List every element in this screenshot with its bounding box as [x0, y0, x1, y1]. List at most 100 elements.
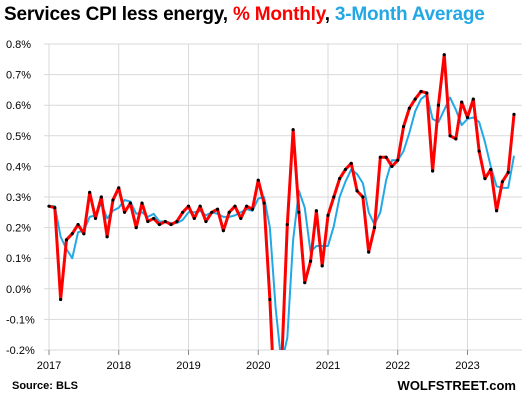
- x-tick-label: 2019: [176, 360, 200, 372]
- data-point-monthly: [262, 201, 266, 205]
- data-point-monthly: [477, 149, 481, 153]
- data-point-monthly: [157, 222, 162, 227]
- data-point-monthly: [506, 170, 510, 175]
- x-tick-label: 2018: [107, 360, 131, 372]
- data-point-monthly: [76, 222, 80, 227]
- data-point-monthly: [117, 186, 121, 190]
- x-tick-label: 2021: [316, 360, 340, 372]
- data-point-monthly: [303, 281, 307, 285]
- y-tick-label: 0.5%: [6, 131, 31, 143]
- data-point-monthly: [250, 207, 255, 211]
- data-point-monthly: [448, 134, 452, 138]
- y-tick-label: 0.3%: [6, 192, 31, 204]
- data-point-monthly: [343, 167, 348, 172]
- chart-title: Services CPI less energy, % Monthly, 3-M…: [4, 4, 485, 26]
- data-point-monthly: [256, 178, 260, 182]
- y-tick-label: 0.4%: [6, 161, 31, 173]
- data-point-monthly: [227, 210, 231, 214]
- data-point-monthly: [70, 232, 74, 236]
- data-point-monthly: [425, 91, 429, 95]
- data-point-monthly: [140, 201, 144, 205]
- data-point-monthly: [407, 106, 411, 110]
- data-point-monthly: [465, 115, 470, 120]
- data-point-monthly: [500, 180, 504, 184]
- data-point-monthly: [308, 259, 313, 263]
- source-note: Source: BLS: [12, 380, 79, 392]
- data-point-monthly: [355, 189, 359, 193]
- data-point-monthly: [454, 137, 458, 141]
- y-axis-tick-labels: -0.2% -0.1% 0.0% 0.1% 0.2% 0.3% 0.4% 0.5% 0.6% 0.…: [6, 39, 35, 357]
- x-tick-label: 2023: [455, 360, 479, 372]
- data-point-monthly: [361, 195, 365, 199]
- data-point-monthly: [204, 219, 208, 224]
- title-part-0: Services CPI less energy,: [4, 4, 233, 25]
- data-point-monthly: [320, 264, 324, 268]
- y-tick-label: 0.0%: [6, 284, 31, 296]
- data-point-monthly: [245, 204, 249, 208]
- data-point-monthly: [215, 207, 220, 211]
- data-point-monthly: [326, 213, 330, 217]
- data-point-monthly: [175, 219, 179, 224]
- grid-lines: [44, 43, 522, 355]
- x-axis-tick-labels: 2017 2018 2019 2020 2021 2022 2023: [37, 360, 480, 372]
- data-point-monthly: [390, 164, 394, 168]
- data-point-monthly: [233, 204, 237, 208]
- data-point-monthly: [349, 161, 353, 165]
- data-point-monthly: [436, 103, 441, 107]
- title-part-3: 3-Month Average: [334, 4, 485, 25]
- data-point-monthly: [372, 226, 377, 230]
- title-part-2: ,: [324, 4, 335, 25]
- data-point-monthly: [367, 250, 371, 254]
- data-point-monthly: [396, 158, 400, 162]
- data-point-monthly: [128, 201, 132, 205]
- data-point-monthly: [64, 238, 69, 242]
- data-point-monthly: [82, 232, 86, 236]
- data-point-monthly: [105, 235, 109, 239]
- data-point-monthly: [378, 155, 382, 159]
- data-point-monthly: [431, 169, 435, 173]
- y-tick-label: 0.6%: [6, 100, 31, 112]
- data-point-monthly: [285, 222, 289, 227]
- data-point-monthly: [146, 219, 150, 224]
- data-point-monthly: [47, 204, 51, 208]
- data-point-monthly: [186, 204, 191, 208]
- data-point-monthly: [198, 204, 202, 208]
- data-point-monthly: [192, 216, 196, 221]
- data-point-monthly: [489, 167, 493, 172]
- y-tick-label: -0.2%: [6, 345, 35, 357]
- data-point-monthly: [401, 125, 406, 129]
- data-point-monthly: [134, 226, 138, 230]
- data-point-monthly: [88, 190, 92, 195]
- brand-label: WOLFSTREET.com: [397, 378, 516, 393]
- data-point-monthly: [471, 97, 475, 101]
- data-point-monthly: [384, 155, 388, 159]
- data-point-monthly: [460, 100, 464, 104]
- data-point-monthly: [221, 229, 225, 233]
- data-point-monthly: [314, 209, 318, 213]
- data-point-monthly: [169, 222, 173, 227]
- data-point-monthly: [419, 89, 423, 94]
- data-point-monthly: [163, 219, 167, 224]
- data-point-monthly: [332, 195, 336, 199]
- x-tick-label: 2020: [246, 360, 270, 372]
- series-markers: [47, 53, 516, 370]
- data-point-monthly: [280, 367, 283, 370]
- data-point-monthly: [181, 210, 185, 214]
- data-point-monthly: [59, 297, 63, 302]
- data-point-monthly: [99, 195, 103, 199]
- series-lines: [48, 53, 516, 350]
- data-point-monthly: [442, 53, 446, 57]
- data-point-monthly: [338, 177, 342, 181]
- y-tick-label: -0.1%: [6, 314, 35, 326]
- data-point-monthly: [111, 198, 115, 202]
- y-tick-label: 0.7%: [6, 70, 31, 82]
- data-point-monthly: [268, 297, 272, 302]
- title-part-1: % Monthly: [232, 4, 325, 25]
- data-point-monthly: [53, 206, 57, 210]
- data-point-monthly: [122, 210, 127, 214]
- data-point-monthly: [297, 210, 301, 214]
- x-tick-label: 2022: [386, 360, 410, 372]
- y-tick-label: 0.8%: [6, 39, 31, 51]
- data-point-monthly: [483, 177, 487, 181]
